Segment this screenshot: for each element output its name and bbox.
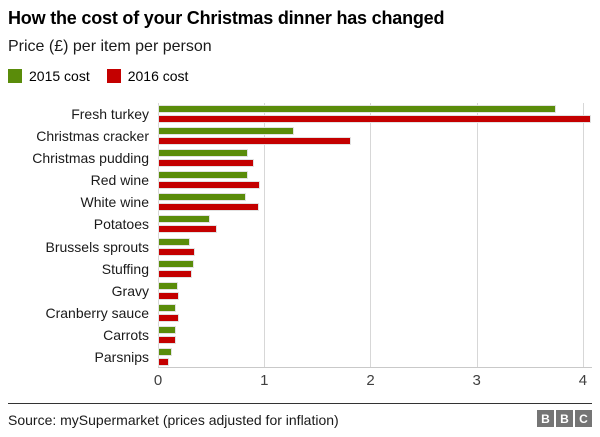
chart-rows: Fresh turkey Christmas cracker Christmas p… — [8, 103, 592, 368]
bar-track — [158, 125, 592, 147]
bar-track — [158, 258, 592, 280]
bbc-logo-letter: B — [537, 410, 554, 427]
bar-track — [158, 235, 592, 257]
category-label: Christmas cracker — [36, 128, 149, 145]
x-tick-label: 2 — [366, 372, 375, 389]
bar-2015-cost — [158, 325, 177, 334]
bar-2015-cost — [158, 303, 177, 312]
x-tick-label: 3 — [472, 372, 481, 389]
bar-2015-cost — [158, 281, 179, 290]
category-label: Stuffing — [101, 260, 149, 277]
bar-track — [158, 191, 592, 213]
category-label: Cranberry sauce — [45, 304, 150, 321]
bar-track — [158, 280, 592, 302]
bar-2015-cost — [158, 193, 247, 202]
bar-2016-cost — [158, 137, 352, 146]
bar-track — [158, 302, 592, 324]
bbc-logo: B B C — [537, 410, 592, 427]
category-label: Carrots — [103, 326, 149, 343]
gridline — [476, 103, 478, 367]
gridline — [264, 103, 266, 367]
chart-card: How the cost of your Christmas dinner ha… — [8, 8, 592, 428]
bar-track — [158, 169, 592, 191]
bar-2015-cost — [158, 237, 190, 246]
x-tick-label: 4 — [578, 372, 588, 389]
gridline — [582, 103, 584, 367]
x-tick-label: 0 — [153, 372, 163, 389]
bar-2015-cost — [158, 127, 294, 136]
grid-layer — [158, 103, 592, 368]
category-label: Potatoes — [93, 216, 149, 233]
category-label: Parsnips — [94, 348, 149, 365]
chart-row: Stuffing — [8, 258, 592, 280]
chart-row: Cranberry sauce — [8, 302, 592, 324]
bar-2016-cost — [158, 291, 180, 300]
bar-track — [158, 346, 592, 368]
bar-chart: Fresh turkey Christmas cracker Christmas p… — [8, 103, 592, 368]
bbc-logo-letter: B — [556, 410, 573, 427]
bar-2016-cost — [158, 203, 259, 212]
bar-track — [158, 147, 592, 169]
source-text: Source: mySupermarket (prices adjusted f… — [8, 412, 339, 428]
bar-track — [158, 324, 592, 346]
bar-2016-cost — [158, 247, 196, 256]
bar-2016-cost — [158, 115, 592, 124]
chart-title: How the cost of your Christmas dinner ha… — [8, 8, 445, 28]
chart-row: Fresh turkey — [8, 103, 592, 125]
category-label: Gravy — [111, 282, 149, 299]
bar-2016-cost — [158, 181, 260, 190]
chart-row: Christmas pudding — [8, 147, 592, 169]
legend-label-2016: 2016 cost — [127, 68, 189, 84]
chart-row: Gravy — [8, 280, 592, 302]
legend-label-2015: 2015 cost — [29, 68, 90, 84]
bar-track — [158, 213, 592, 235]
legend-item-2015: 2015 cost — [8, 68, 90, 84]
chart-row: Carrots — [8, 324, 592, 346]
bar-track — [158, 103, 592, 125]
bar-2015-cost — [158, 259, 195, 268]
bar-2015-cost — [158, 105, 557, 114]
bbc-logo-letter: C — [575, 410, 592, 427]
legend: 2015 cost 2016 cost — [8, 68, 592, 84]
chart-row: White wine — [8, 191, 592, 213]
chart-row: Christmas cracker — [8, 125, 592, 147]
bar-2016-cost — [158, 269, 192, 278]
category-label: Fresh turkey — [71, 106, 149, 123]
bar-2016-cost — [158, 357, 169, 366]
legend-item-2016: 2016 cost — [106, 68, 189, 84]
chart-row: Potatoes — [8, 213, 592, 235]
bar-2015-cost — [158, 149, 249, 158]
bar-2016-cost — [158, 335, 177, 344]
x-axis: 0 1 2 3 4 — [154, 368, 592, 392]
category-label: Brussels sprouts — [45, 238, 149, 255]
bar-2016-cost — [158, 225, 218, 234]
bar-2015-cost — [158, 347, 172, 356]
bar-2015-cost — [158, 171, 249, 180]
chart-subtitle: Price (£) per item per person — [8, 38, 212, 55]
legend-swatch-2015-icon — [8, 69, 22, 83]
gridline — [370, 103, 372, 367]
chart-row: Parsnips — [8, 346, 592, 368]
chart-row: Brussels sprouts — [8, 235, 592, 257]
bar-2015-cost — [158, 215, 211, 224]
footer: Source: mySupermarket (prices adjusted f… — [8, 403, 592, 428]
gridline — [158, 103, 159, 367]
bar-2016-cost — [158, 313, 180, 322]
x-tick-label: 1 — [260, 372, 269, 389]
chart-row: Red wine — [8, 169, 592, 191]
category-label: White wine — [80, 194, 149, 211]
category-label: Red wine — [90, 172, 149, 189]
legend-swatch-2016-icon — [106, 69, 121, 83]
bar-2016-cost — [158, 159, 254, 168]
category-label: Christmas pudding — [32, 150, 149, 167]
